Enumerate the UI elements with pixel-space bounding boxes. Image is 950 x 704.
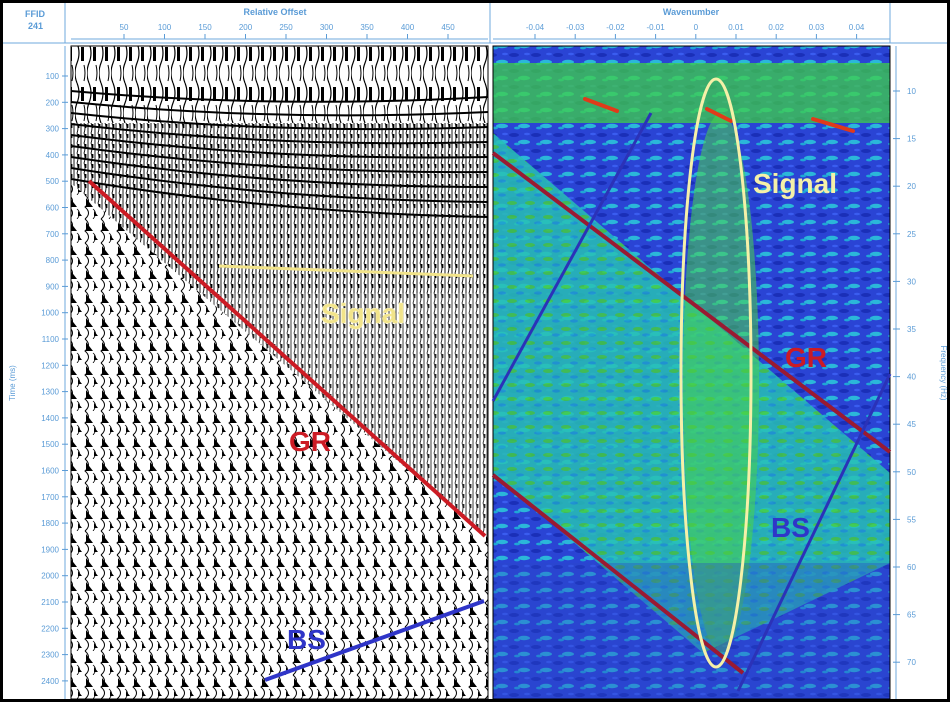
spectral-peak [583, 97, 619, 113]
reflection-band [71, 156, 488, 188]
time-tick-label: 1800 [41, 519, 59, 528]
signal-label-right: Signal [753, 168, 837, 199]
frequency-tick-label: 30 [907, 277, 916, 286]
time-tick-label: 1900 [41, 545, 59, 554]
time-axis-label: Time (ms) [8, 365, 17, 401]
wavenumber-tick-label: 0.04 [849, 23, 865, 32]
time-tick-label: 1300 [41, 388, 59, 397]
frequency-tick-label: 15 [907, 135, 916, 144]
wavenumber-tick-labels: -0.04 -0.03 -0.02 -0.01 0 0.01 0.02 0.03 0.04 [526, 23, 865, 39]
wavenumber-tick-label: -0.01 [646, 23, 665, 32]
ground-roll-line-left [87, 179, 487, 538]
time-tick-label: 2400 [41, 677, 59, 686]
wavenumber-tick-label: 0.01 [728, 23, 744, 32]
reflection-band [71, 145, 488, 174]
header-bar: FFID 241 Relative Offset Wavenumber 50 10… [3, 3, 947, 44]
offset-tick-label: 150 [198, 23, 212, 32]
time-tick-label: 400 [46, 151, 60, 160]
shot-gather-panel [71, 46, 488, 699]
offset-tick-label: 400 [401, 23, 415, 32]
backscatter-upper-line-right [491, 112, 653, 402]
time-tick-label: 600 [46, 204, 60, 213]
time-tick-label: 2200 [41, 624, 59, 633]
frequency-tick-label: 50 [907, 468, 916, 477]
reflection-band [71, 167, 488, 203]
time-tick-label: 1000 [41, 309, 59, 318]
frequency-axis-label: Frequency (Hz) [939, 345, 947, 400]
reflection-band [71, 134, 488, 159]
wavenumber-title: Wavenumber [663, 7, 720, 17]
offset-tick-label: 50 [120, 23, 129, 32]
ffid-value: 241 [28, 21, 43, 31]
wavenumber-tick-label: 0 [694, 23, 699, 32]
ground-roll-upper-line-right [491, 151, 892, 454]
wavenumber-tick-label: 0.03 [809, 23, 825, 32]
offset-tick-labels: 50 100 150 200 250 300 350 400 450 [120, 23, 455, 39]
frequency-tick-label: 20 [907, 182, 916, 191]
frequency-tick-label: 35 [907, 325, 916, 334]
frequency-tick-label: 45 [907, 420, 916, 429]
wavenumber-tick-label: -0.04 [526, 23, 545, 32]
frequency-tick-label: 60 [907, 563, 916, 572]
relative-offset-title: Relative Offset [243, 7, 306, 17]
wavenumber-tick-label: 0.02 [768, 23, 784, 32]
offset-tick-label: 200 [239, 23, 253, 32]
frequency-tick-label: 55 [907, 515, 916, 524]
bs-label-left: BS [287, 624, 326, 655]
reflection-band [71, 90, 488, 103]
time-tick-label: 100 [46, 72, 60, 81]
time-tick-label: 1400 [41, 414, 59, 423]
frequency-tick-label: 70 [907, 658, 916, 667]
time-tick-label: 1200 [41, 361, 59, 370]
frequency-tick-label: 10 [907, 87, 916, 96]
wavenumber-tick-label: -0.03 [566, 23, 585, 32]
spectral-peak [705, 107, 733, 123]
signal-label-left: Signal [321, 298, 405, 329]
fk-spectrum-panel [493, 46, 890, 699]
backscatter-line-left [264, 599, 485, 682]
time-tick-label: 2300 [41, 651, 59, 660]
time-tick-label: 200 [46, 98, 60, 107]
frequency-axis: Frequency (Hz) 10 15 20 25 30 35 40 45 50 55 60 65 7… [893, 46, 948, 699]
time-tick-label: 700 [46, 230, 60, 239]
time-tick-label: 2100 [41, 598, 59, 607]
ffid-label: FFID [25, 9, 45, 19]
offset-tick-label: 350 [360, 23, 374, 32]
reflection-band [71, 178, 488, 218]
time-axis: Time (ms) 100 200 300 400 500 600 700 800 900 100… [8, 46, 68, 699]
time-tick-label: 800 [46, 256, 60, 265]
frequency-tick-label: 65 [907, 611, 916, 620]
wavenumber-tick-label: -0.02 [606, 23, 625, 32]
backscatter-lower-line-right [736, 373, 892, 692]
time-tick-label: 300 [46, 125, 60, 134]
offset-tick-label: 300 [320, 23, 334, 32]
reflection-band [71, 112, 488, 131]
offset-tick-label: 100 [158, 23, 172, 32]
time-tick-label: 2000 [41, 572, 59, 581]
gr-label-right: GR [785, 342, 827, 373]
signal-ellipse-right [679, 77, 753, 669]
spectral-peak [811, 117, 855, 133]
signal-line-left [218, 264, 474, 278]
time-tick-label: 500 [46, 177, 60, 186]
reflection-band [71, 101, 488, 117]
offset-tick-label: 250 [279, 23, 293, 32]
gr-label-left: GR [289, 426, 331, 457]
bs-label-right: BS [771, 512, 810, 543]
time-tick-label: 900 [46, 282, 60, 291]
time-tick-label: 1700 [41, 493, 59, 502]
frequency-tick-label: 25 [907, 230, 916, 239]
frequency-tick-label: 40 [907, 373, 916, 382]
time-tick-label: 1100 [42, 335, 60, 344]
seismic-figure: FFID 241 Relative Offset Wavenumber 50 10… [3, 3, 948, 700]
offset-tick-label: 450 [441, 23, 455, 32]
time-tick-label: 1600 [41, 467, 59, 476]
reflection-band [71, 123, 488, 145]
time-tick-label: 1500 [41, 440, 59, 449]
